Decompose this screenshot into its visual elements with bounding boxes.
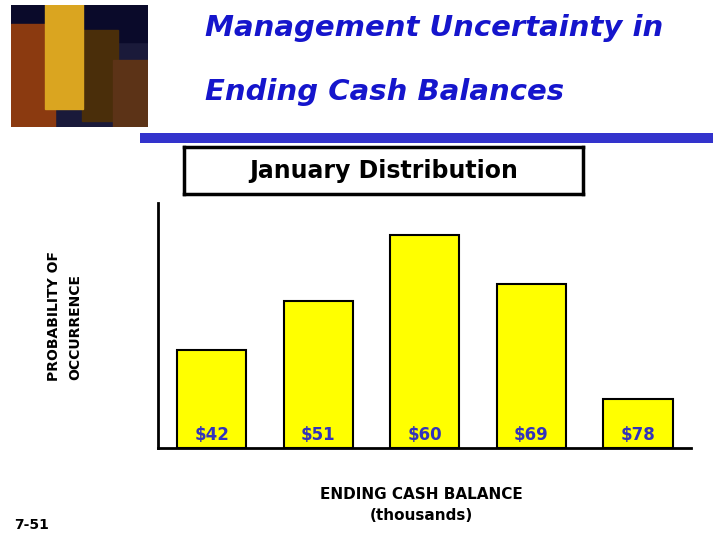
Text: ENDING CASH BALANCE: ENDING CASH BALANCE [320,487,523,502]
Text: January Distribution: January Distribution [249,159,518,183]
Bar [45,0,84,109]
Text: OCCURRENCE: OCCURRENCE [68,274,83,380]
Text: $60: $60 [408,426,442,444]
Bar [603,399,672,448]
Text: $42: $42 [194,426,229,444]
Text: (thousands): (thousands) [369,508,473,523]
Text: $51: $51 [301,426,336,444]
Bar [390,235,459,448]
Text: Management Uncertainty in: Management Uncertainty in [205,14,663,42]
Bar [177,350,246,448]
Bar [114,60,148,127]
Bar [284,301,353,448]
Text: PROBABILITY OF: PROBABILITY OF [47,251,61,381]
Bar [11,24,55,127]
Bar [497,285,566,448]
Text: $69: $69 [514,426,549,444]
Text: Ending Cash Balances: Ending Cash Balances [205,78,564,106]
Text: 7-51: 7-51 [14,518,49,532]
Text: $78: $78 [621,426,655,444]
Bar [11,5,148,42]
Bar [82,30,117,121]
